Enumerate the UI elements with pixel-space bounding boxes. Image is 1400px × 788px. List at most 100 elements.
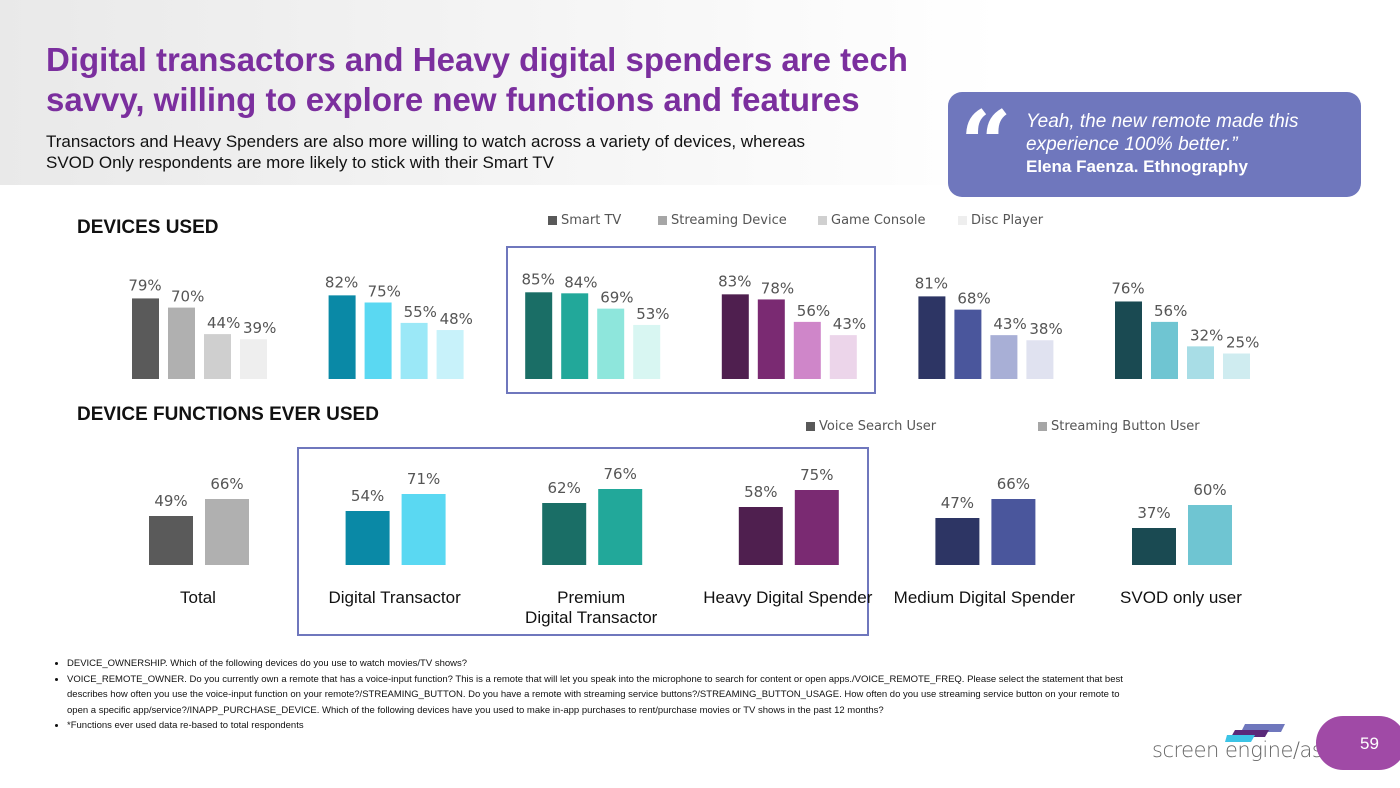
data-label: 56%: [797, 302, 830, 320]
legend-swatch: [818, 216, 827, 225]
quote-callout: “ Yeah, the new remote made this experie…: [948, 92, 1361, 197]
bar: [918, 296, 946, 379]
legend-label: Disc Player: [971, 213, 1044, 228]
bar: [954, 309, 982, 379]
bar: [1132, 528, 1176, 565]
bar: [738, 507, 783, 565]
legend-item: Streaming Button User: [1038, 419, 1200, 434]
bar: [149, 516, 193, 565]
legend-label: Smart TV: [561, 213, 622, 228]
quote-text: Yeah, the new remote made this experienc…: [1026, 111, 1299, 155]
bar: [401, 494, 446, 565]
bar: [935, 518, 980, 565]
bar: [597, 308, 625, 379]
legend-item: Game Console: [818, 213, 925, 228]
bar: [1026, 340, 1054, 379]
highlight-box-top: [506, 246, 876, 394]
legend-label: Streaming Button User: [1051, 419, 1200, 434]
data-label: 82%: [325, 273, 358, 291]
company-logo-icon: [1225, 724, 1285, 742]
data-label: 60%: [1193, 481, 1226, 499]
data-label: 78%: [761, 279, 794, 297]
legend-item: Voice Search User: [806, 419, 936, 434]
category-label: Medium Digital Spender: [893, 588, 1076, 607]
bar: [132, 298, 159, 379]
data-label: 53%: [636, 305, 669, 323]
bar: [633, 324, 661, 379]
bar: [829, 335, 857, 379]
bar: [757, 299, 785, 379]
data-label: 62%: [548, 479, 581, 497]
highlight-box-bottom: [297, 447, 869, 636]
legend-item: Smart TV: [548, 213, 621, 228]
data-label: 66%: [997, 475, 1030, 493]
bar: [794, 490, 839, 565]
data-label: 44%: [207, 314, 240, 332]
legend-label: Voice Search User: [819, 419, 937, 434]
data-label: 48%: [440, 310, 473, 328]
data-label: 55%: [404, 303, 437, 321]
bar: [328, 295, 356, 379]
bar: [1187, 346, 1214, 379]
bar: [400, 322, 428, 379]
data-label: 68%: [957, 290, 990, 308]
data-label: 76%: [604, 465, 637, 483]
header-background: [0, 0, 1000, 185]
data-label: 75%: [368, 283, 401, 301]
legend-swatch: [806, 422, 815, 431]
data-label: 47%: [941, 494, 974, 512]
bar: [542, 503, 587, 565]
page-number: 59: [1316, 716, 1400, 770]
data-label: 54%: [351, 487, 384, 505]
page-subtitle: Transactors and Heavy Spenders are also …: [46, 132, 806, 172]
data-label: 75%: [800, 466, 833, 484]
legend-label: Streaming Device: [671, 213, 787, 228]
data-label: 71%: [407, 470, 440, 488]
company-logo-text: screen engine/asi: [1152, 738, 1328, 762]
data-label: 43%: [833, 315, 866, 333]
category-label: Total: [180, 588, 216, 607]
quote-author: Elena Faenza. Ethnography: [1026, 157, 1248, 176]
legend-swatch: [658, 216, 667, 225]
bar: [205, 499, 249, 565]
data-label: 85%: [522, 270, 555, 288]
data-label: 58%: [744, 483, 777, 501]
bar: [525, 292, 553, 379]
data-label: 83%: [718, 272, 751, 290]
data-label: 56%: [1154, 302, 1187, 320]
data-label: 81%: [915, 274, 948, 292]
bar: [1223, 353, 1250, 379]
legend-label: Game Console: [831, 213, 926, 228]
bar: [1115, 301, 1142, 379]
category-label: SVOD only user: [1120, 588, 1242, 607]
bar: [990, 335, 1018, 379]
page-title: Digital transactors and Heavy digital sp…: [46, 41, 908, 118]
footnote: VOICE_REMOTE_OWNER. Do you currently own…: [67, 672, 1135, 719]
bar: [561, 293, 589, 379]
data-label: 49%: [154, 492, 187, 510]
data-label: 32%: [1190, 326, 1223, 344]
category-label: Heavy Digital Spender: [703, 588, 873, 607]
data-label: 66%: [210, 475, 243, 493]
bar: [793, 321, 821, 379]
bar: [436, 330, 464, 379]
legend-swatch: [548, 216, 557, 225]
data-label: 79%: [128, 276, 161, 294]
category-label: Premium Digital Transactor: [525, 588, 658, 627]
data-label: 76%: [1111, 279, 1144, 297]
data-label: 25%: [1226, 334, 1259, 352]
devices-used-heading: DEVICES USED: [77, 217, 219, 238]
legend-swatch: [958, 216, 967, 225]
data-label: 39%: [243, 319, 276, 337]
legend-item: Disc Player: [958, 213, 1043, 228]
bar: [204, 334, 231, 379]
bar: [364, 302, 392, 379]
data-label: 37%: [1137, 504, 1170, 522]
bar: [1151, 321, 1178, 379]
bar: [1188, 505, 1232, 565]
bar: [168, 307, 195, 379]
footnote: *Functions ever used data re-based to to…: [67, 718, 1135, 734]
data-label: 43%: [993, 315, 1026, 333]
data-label: 84%: [564, 273, 597, 291]
